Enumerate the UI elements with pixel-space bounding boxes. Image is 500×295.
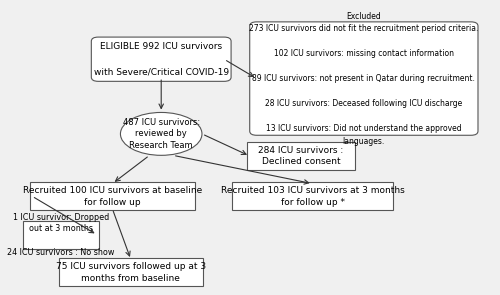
Text: 75 ICU survivors followed up at 3
months from baseline: 75 ICU survivors followed up at 3 months… <box>56 262 206 283</box>
Text: Recruited 103 ICU survivors at 3 months
for follow up *: Recruited 103 ICU survivors at 3 months … <box>220 186 404 206</box>
Text: 1 ICU survivor: Dropped
out at 3 months

24 ICU survivors : No show: 1 ICU survivor: Dropped out at 3 months … <box>8 213 115 257</box>
Ellipse shape <box>120 112 202 155</box>
FancyBboxPatch shape <box>232 182 393 210</box>
Text: 487 ICU survivors:
reviewed by
Research Team: 487 ICU survivors: reviewed by Research … <box>122 118 200 150</box>
FancyBboxPatch shape <box>58 258 203 286</box>
Text: Recruited 100 ICU survivors at baseline
for follow up: Recruited 100 ICU survivors at baseline … <box>22 186 202 206</box>
FancyBboxPatch shape <box>30 182 195 210</box>
Text: ELIGIBLE 992 ICU survivors

with Severe/Critical COVID-19: ELIGIBLE 992 ICU survivors with Severe/C… <box>94 42 229 76</box>
Text: Excluded
273 ICU survivors did not fit the recruitment period criteria.

102 ICU: Excluded 273 ICU survivors did not fit t… <box>249 12 478 145</box>
FancyBboxPatch shape <box>248 142 354 170</box>
FancyBboxPatch shape <box>250 22 478 135</box>
FancyBboxPatch shape <box>22 221 100 249</box>
FancyBboxPatch shape <box>92 37 231 81</box>
Text: 284 ICU survivors :
Declined consent: 284 ICU survivors : Declined consent <box>258 146 344 166</box>
